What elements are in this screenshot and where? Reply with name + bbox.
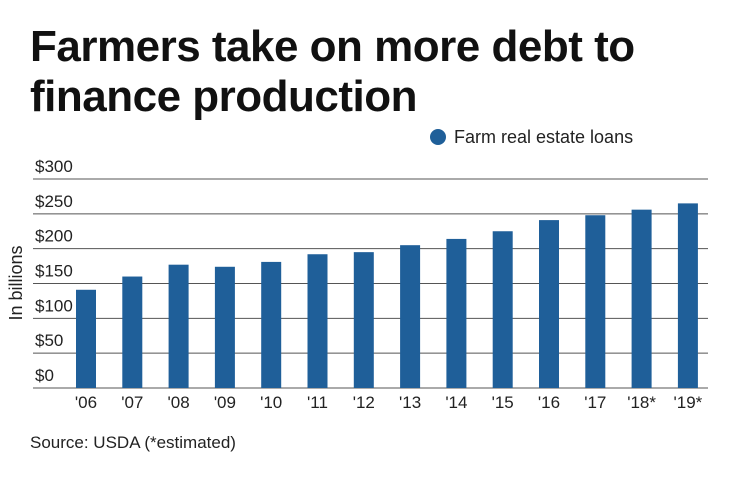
x-tick-label: '15 <box>492 393 514 412</box>
y-axis-label: In billions <box>6 245 26 320</box>
chart-title: Farmers take on more debt to finance pro… <box>30 22 635 121</box>
bar <box>631 209 652 388</box>
bars <box>76 203 698 388</box>
bar <box>539 220 559 388</box>
x-tick-label: '13 <box>399 393 421 412</box>
y-tick-label: $200 <box>35 227 73 246</box>
y-tick-label: $150 <box>35 262 73 281</box>
y-tick-label: $100 <box>35 296 73 315</box>
x-tick-label: '12 <box>353 393 375 412</box>
bar <box>400 245 421 388</box>
legend-label: Farm real estate loans <box>454 127 633 147</box>
x-tick-label: '08 <box>168 393 190 412</box>
bar <box>122 276 143 388</box>
bar <box>168 264 189 388</box>
bar <box>492 231 513 388</box>
y-tick-label: $0 <box>35 366 54 385</box>
y-tick-labels: $0 $50 $100 $150 $200 $250 $300 <box>35 157 73 385</box>
legend-marker <box>430 129 446 145</box>
x-tick-label: '07 <box>121 393 143 412</box>
bar <box>261 261 282 388</box>
x-tick-label: '16 <box>538 393 560 412</box>
legend: Farm real estate loans <box>430 127 633 147</box>
x-tick-label: '11 <box>307 393 328 412</box>
y-tick-label: $50 <box>35 331 63 350</box>
x-tick-label: '10 <box>260 393 282 412</box>
bar <box>307 254 328 388</box>
y-tick-label: $250 <box>35 192 73 211</box>
x-tick-label: '17 <box>584 393 606 412</box>
x-tick-label: '18* <box>627 393 656 412</box>
bar <box>214 266 235 388</box>
x-tick-labels: '06 '07 '08 '09 '10 '11 '12 '13 '14 '15 '16 '17 '18*… <box>75 393 703 412</box>
x-tick-label: '06 <box>75 393 97 412</box>
bar <box>585 215 606 388</box>
x-tick-label: '19* <box>674 393 703 412</box>
bar <box>76 289 96 388</box>
x-tick-label: '14 <box>445 393 467 412</box>
bar <box>446 238 467 388</box>
y-tick-label: $300 <box>35 157 73 176</box>
bar <box>677 203 698 388</box>
source-note: Source: USDA (*estimated) <box>30 433 236 452</box>
x-tick-label: '09 <box>214 393 236 412</box>
bar <box>353 252 374 388</box>
